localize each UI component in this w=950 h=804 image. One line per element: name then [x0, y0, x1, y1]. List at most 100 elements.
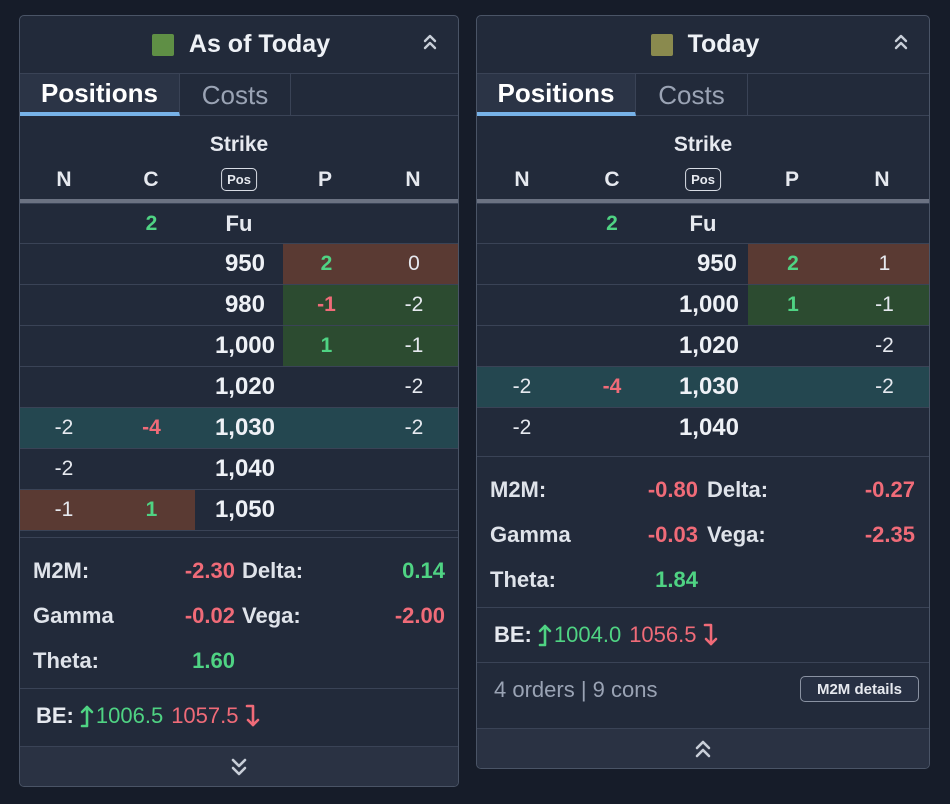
- n-calls-value: -2: [512, 375, 532, 398]
- column-header-n-calls: N: [514, 168, 530, 191]
- column-header-strike: Strike: [209, 133, 269, 156]
- vega-label: Vega:: [707, 522, 766, 547]
- n-puts-value: -2: [875, 334, 894, 357]
- table-row[interactable]: 980 -1 -2: [20, 285, 458, 326]
- table-row-fu[interactable]: 2 Fu: [477, 203, 929, 244]
- m2m-value: -2.30: [184, 558, 235, 583]
- be-label: BE:: [494, 622, 532, 647]
- gamma-value: -0.03: [647, 522, 698, 547]
- table-row-atm[interactable]: -2 -4 1,030 -2: [477, 367, 929, 408]
- collapse-bar[interactable]: [477, 728, 929, 768]
- strike-value: 950: [696, 250, 737, 277]
- double-chevron-down-icon[interactable]: [230, 756, 248, 778]
- panel-tabs: Positions Costs: [477, 74, 929, 116]
- table-row[interactable]: -2 1,040: [477, 408, 929, 449]
- strike-value: 1,040: [214, 455, 275, 482]
- panel-header: Today: [477, 16, 929, 74]
- strike-value: 1,000: [214, 332, 275, 359]
- expand-bar[interactable]: [20, 746, 458, 786]
- be-label: BE:: [36, 703, 74, 728]
- tab-costs[interactable]: Costs: [636, 74, 748, 116]
- panel-title: Today: [687, 30, 760, 58]
- tab-positions[interactable]: Positions: [20, 74, 180, 116]
- column-header-p: P: [317, 168, 333, 191]
- pos-toggle-button[interactable]: Pos: [221, 168, 257, 191]
- n-puts-value: -2: [875, 375, 894, 398]
- p-value: 1: [283, 326, 370, 366]
- greeks-summary: M2M: -2.30 Delta: 0.14 Gamma -0.02 Vega:…: [20, 537, 458, 689]
- double-chevron-up-icon[interactable]: [893, 33, 909, 51]
- gamma-label: Gamma: [490, 522, 571, 547]
- positions-panel-today: Today Positions Costs N C Strike Pos P N…: [476, 15, 930, 769]
- arrow-up-icon: [538, 624, 552, 647]
- strike-value: 1,030: [214, 414, 275, 441]
- be-lower-value: 1004.0: [553, 622, 622, 647]
- delta-label: Delta:: [707, 477, 769, 502]
- color-swatch: [650, 33, 673, 56]
- color-swatch: [151, 33, 174, 56]
- n-calls-value: -2: [512, 416, 532, 439]
- delta-value: -0.27: [864, 477, 915, 502]
- n-puts-value: -2: [404, 416, 424, 439]
- table-row[interactable]: 1,020 -2: [477, 326, 929, 367]
- c-value: -4: [142, 416, 161, 439]
- panel-tabs: Positions Costs: [20, 74, 458, 116]
- m2m-value: -0.80: [647, 477, 698, 502]
- table-row[interactable]: -1 1 1,050: [20, 490, 458, 531]
- be-upper-value: 1057.5: [171, 703, 239, 728]
- arrow-down-icon: [704, 623, 718, 646]
- n-puts-value: -1: [838, 285, 929, 325]
- greeks-summary: M2M: -0.80 Delta: -0.27 Gamma -0.03 Vega…: [477, 456, 929, 608]
- table-row-fu[interactable]: 2 Fu: [20, 203, 458, 244]
- strike-value: 1,020: [214, 373, 275, 400]
- p-value: -1: [283, 285, 370, 325]
- c-value: -4: [602, 375, 622, 398]
- table-row[interactable]: 1,020 -2: [20, 367, 458, 408]
- fu-c-value: 2: [606, 212, 618, 235]
- column-header-p: P: [784, 168, 800, 191]
- table-row[interactable]: 1,000 1 -1: [20, 326, 458, 367]
- n-calls-value: -2: [54, 457, 74, 480]
- vega-label: Vega:: [242, 603, 301, 628]
- panel-title: As of Today: [188, 30, 331, 58]
- pos-toggle-button[interactable]: Pos: [685, 168, 721, 191]
- column-header-n-puts: N: [405, 168, 421, 191]
- p-value: 2: [283, 244, 370, 284]
- table-row[interactable]: 950 2 1: [477, 244, 929, 285]
- arrow-up-icon: [80, 705, 94, 728]
- table-row[interactable]: 950 2 0: [20, 244, 458, 285]
- breakeven-row: BE: 1004.0 1056.5: [477, 608, 929, 662]
- fu-strike-label: Fu: [689, 211, 717, 236]
- p-value: 1: [748, 285, 838, 325]
- tab-costs[interactable]: Costs: [180, 74, 291, 116]
- theta-value: 1.84: [655, 567, 698, 592]
- panel-header: As of Today: [20, 16, 458, 74]
- n-puts-value: 0: [370, 244, 458, 284]
- table-row-atm[interactable]: -2 -4 1,030 -2: [20, 408, 458, 449]
- double-chevron-up-icon[interactable]: [694, 738, 712, 760]
- vega-value: -2.35: [864, 522, 915, 547]
- positions-panel-as-of-today: As of Today Positions Costs N C Strike P…: [19, 15, 459, 787]
- double-chevron-up-icon[interactable]: [422, 33, 438, 51]
- gamma-value: -0.02: [184, 603, 235, 628]
- tab-positions[interactable]: Positions: [477, 74, 636, 116]
- fu-c-value: 2: [145, 212, 158, 235]
- n-calls-value: -1: [20, 490, 108, 530]
- be-upper-value: 1056.5: [629, 622, 697, 647]
- gamma-label: Gamma: [33, 603, 114, 628]
- delta-value: 0.14: [402, 558, 445, 583]
- n-puts-value: -2: [404, 375, 424, 398]
- arrow-down-icon: [246, 704, 260, 727]
- column-header-strike: Strike: [673, 133, 733, 156]
- delta-label: Delta:: [242, 558, 304, 583]
- breakeven-row: BE: 1006.5 1057.5: [20, 689, 458, 743]
- vega-value: -2.00: [394, 603, 445, 628]
- panel-footer: 4 orders | 9 cons M2M details: [477, 662, 929, 716]
- column-headers: N C Strike Pos P N: [20, 116, 458, 203]
- m2m-label: M2M:: [490, 477, 547, 502]
- m2m-details-button[interactable]: M2M details: [799, 676, 919, 702]
- strike-value: 950: [224, 250, 265, 277]
- column-header-n-puts: N: [874, 168, 890, 191]
- table-row[interactable]: -2 1,040: [20, 449, 458, 490]
- table-row[interactable]: 1,000 1 -1: [477, 285, 929, 326]
